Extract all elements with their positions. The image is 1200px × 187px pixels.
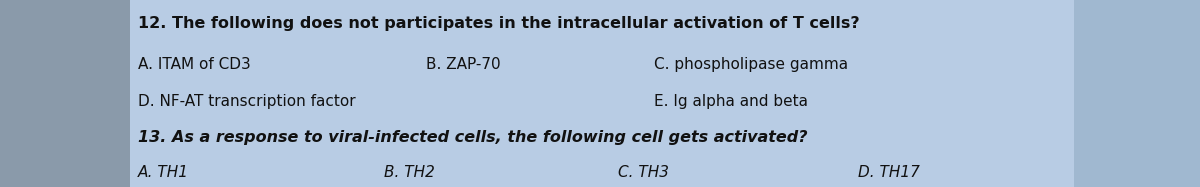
Text: A. TH1: A. TH1 (138, 165, 190, 180)
Text: A. ITAM of CD3: A. ITAM of CD3 (138, 57, 251, 72)
Text: 12. The following does not participates in the intracellular activation of T cel: 12. The following does not participates … (138, 16, 859, 31)
Text: D. TH17: D. TH17 (858, 165, 920, 180)
Text: E. Ig alpha and beta: E. Ig alpha and beta (654, 94, 808, 109)
Bar (1074, 0, 1200, 187)
Text: C. phospholipase gamma: C. phospholipase gamma (654, 57, 848, 72)
Text: B. TH2: B. TH2 (384, 165, 434, 180)
Text: B. ZAP-70: B. ZAP-70 (426, 57, 500, 72)
Text: 13. As a response to viral-infected cells, the following cell gets activated?: 13. As a response to viral-infected cell… (138, 130, 808, 145)
Text: D. NF-AT transcription factor: D. NF-AT transcription factor (138, 94, 355, 109)
Text: C. TH3: C. TH3 (618, 165, 670, 180)
Bar (0, 0, 130, 187)
